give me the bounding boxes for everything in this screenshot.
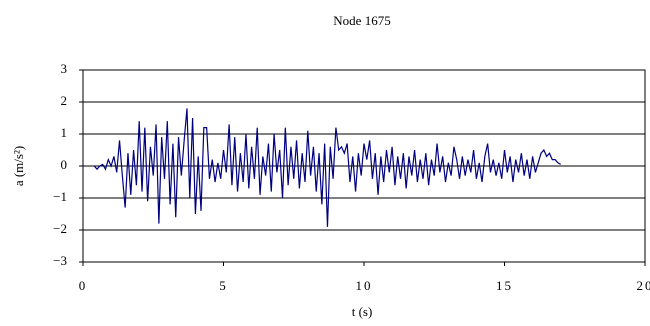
x-tick-label: 10 — [356, 278, 373, 293]
x-tick-label: 15 — [496, 278, 513, 293]
data-line — [93, 108, 561, 227]
y-axis-label: a (m/s²) — [11, 146, 26, 186]
chart-title: Node 1675 — [333, 13, 390, 28]
x-tick-label: 20 — [637, 278, 650, 293]
x-axis-label: t (s) — [352, 304, 373, 319]
y-tick-label: −2 — [53, 221, 67, 236]
y-tick-label: −3 — [53, 253, 67, 268]
y-tick-label: 3 — [61, 61, 68, 76]
x-tick-label: 5 — [219, 278, 228, 293]
plot-frame — [82, 69, 646, 263]
y-tick-label: −1 — [53, 189, 67, 204]
y-tick-label: 0 — [61, 157, 68, 172]
x-tick-label: 0 — [79, 278, 88, 293]
y-tick-label: 1 — [61, 125, 68, 140]
y-tick-label: 2 — [61, 93, 68, 108]
